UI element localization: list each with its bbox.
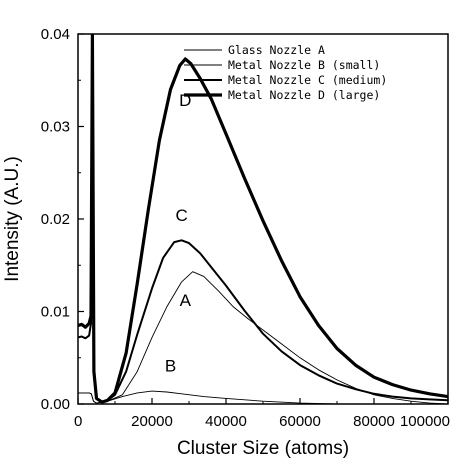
ticks-layer: 0 20000 40000 60000 80000 100000 0.00 0.01 0.02 0… bbox=[41, 26, 450, 430]
y-tick-label: 0.01 bbox=[41, 304, 70, 321]
y-axis-title: Intensity (A.U.) bbox=[2, 156, 23, 282]
legend-entry: Glass Nozzle A bbox=[228, 43, 325, 57]
series-annotation-d: D bbox=[179, 91, 191, 110]
x-tick-label: 20000 bbox=[131, 413, 173, 430]
series-annotation-b: B bbox=[165, 357, 176, 376]
y-tick-label: 0.00 bbox=[41, 396, 70, 413]
x-tick-label: 60000 bbox=[279, 413, 321, 430]
curves-layer bbox=[78, 34, 448, 404]
x-tick-label: 80000 bbox=[353, 413, 395, 430]
legend-entry: Metal Nozzle B (small) bbox=[228, 58, 380, 72]
y-tick-label: 0.03 bbox=[41, 119, 70, 136]
x-tick-label: 0 bbox=[74, 413, 82, 430]
series-annotation-c: C bbox=[175, 206, 187, 225]
y-tick-label: 0.04 bbox=[41, 26, 70, 43]
series-line-b bbox=[78, 390, 448, 404]
legend-entry: Metal Nozzle D (large) bbox=[228, 88, 380, 102]
y-tick-label: 0.02 bbox=[41, 211, 70, 228]
series-annotations: A B C D bbox=[165, 91, 192, 375]
x-tick-label: 100000 bbox=[400, 413, 450, 430]
x-axis-title: Cluster Size (atoms) bbox=[177, 438, 349, 459]
legend-entry: Metal Nozzle C (medium) bbox=[228, 73, 387, 87]
series-line-d bbox=[78, 34, 448, 404]
x-tick-label: 40000 bbox=[205, 413, 247, 430]
series-annotation-a: A bbox=[180, 291, 192, 310]
